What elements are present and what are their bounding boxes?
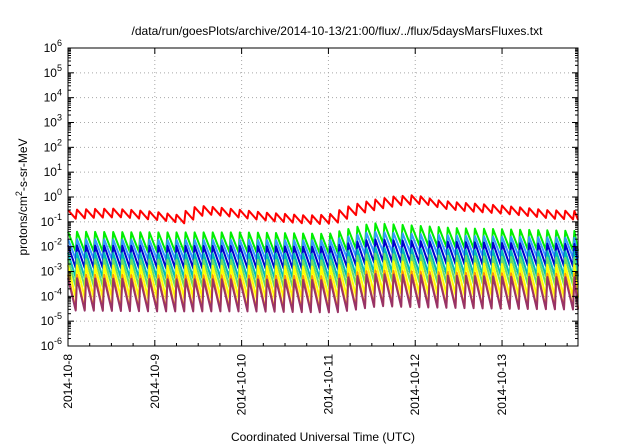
y-axis-label: protons/cm2-s-sr-MeV bbox=[14, 138, 30, 255]
y-tick-base: 10 bbox=[44, 116, 58, 130]
x-tick-label: 2014-10-8 bbox=[61, 354, 75, 409]
y-tick-base: 10 bbox=[41, 314, 55, 328]
y-tick-base: 10 bbox=[44, 41, 58, 55]
series-line-1 bbox=[67, 194, 579, 225]
y-tick-exp: -2 bbox=[54, 237, 62, 247]
y-axis-label-post: -s-sr-MeV bbox=[16, 138, 30, 191]
y-tick-exp: 6 bbox=[57, 38, 62, 48]
y-tick-exp: 4 bbox=[57, 88, 62, 98]
y-tick-label: 102 bbox=[44, 137, 62, 154]
y-tick-exp: -6 bbox=[54, 336, 62, 346]
y-tick-label: 10-6 bbox=[41, 336, 62, 353]
y-tick-exp: 5 bbox=[57, 63, 62, 73]
chart-title: /data/run/goesPlots/archive/2014-10-13/2… bbox=[132, 24, 544, 38]
x-axis-label: Coordinated Universal Time (UTC) bbox=[231, 430, 415, 444]
y-tick-base: 10 bbox=[44, 190, 58, 204]
y-tick-exp: -3 bbox=[54, 262, 62, 272]
y-tick-label: 100 bbox=[44, 187, 62, 204]
y-tick-exp: -5 bbox=[54, 311, 62, 321]
y-tick-base: 10 bbox=[41, 265, 55, 279]
y-tick-label: 10-3 bbox=[41, 262, 62, 279]
y-tick-label: 10-5 bbox=[41, 311, 62, 328]
x-tick-label: 2014-10-10 bbox=[235, 354, 249, 416]
y-axis-label-sup: 2 bbox=[14, 191, 24, 196]
x-tick-label: 2014-10-9 bbox=[148, 354, 162, 409]
y-tick-label: 105 bbox=[44, 63, 62, 80]
y-tick-base: 10 bbox=[41, 289, 55, 303]
y-tick-base: 10 bbox=[44, 66, 58, 80]
series-line-9 bbox=[67, 273, 579, 314]
series-line-5 bbox=[67, 246, 579, 280]
series-layer bbox=[67, 194, 579, 314]
y-tick-base: 10 bbox=[41, 339, 55, 353]
series-line-4 bbox=[67, 238, 579, 271]
y-tick-label: 10-1 bbox=[41, 212, 62, 229]
series-line-7 bbox=[67, 259, 579, 300]
x-tick-label: 2014-10-11 bbox=[321, 354, 335, 415]
y-tick-label: 10-2 bbox=[41, 237, 62, 254]
y-tick-label: 104 bbox=[44, 88, 62, 105]
y-tick-exp: 2 bbox=[57, 137, 62, 147]
y-tick-exp: 0 bbox=[57, 187, 62, 197]
x-tick-label: 2014-10-13 bbox=[495, 354, 509, 416]
y-tick-base: 10 bbox=[41, 215, 55, 229]
y-tick-base: 10 bbox=[44, 91, 58, 105]
y-tick-exp: -4 bbox=[54, 286, 62, 296]
y-tick-label: 101 bbox=[44, 162, 62, 179]
y-tick-exp: 3 bbox=[57, 113, 62, 123]
axes: 10-610-510-410-310-210-11001011021031041… bbox=[41, 38, 578, 415]
y-tick-base: 10 bbox=[41, 240, 55, 254]
y-tick-base: 10 bbox=[44, 165, 58, 179]
y-tick-base: 10 bbox=[44, 140, 58, 154]
y-tick-label: 106 bbox=[44, 38, 62, 55]
series-line-3 bbox=[67, 230, 579, 262]
series-line-2 bbox=[67, 222, 579, 255]
y-tick-label: 103 bbox=[44, 113, 62, 130]
y-tick-exp: -1 bbox=[54, 212, 62, 222]
y-tick-exp: 1 bbox=[57, 162, 62, 172]
x-tick-label: 2014-10-12 bbox=[408, 354, 422, 416]
series-line-6 bbox=[67, 252, 579, 289]
y-tick-label: 10-4 bbox=[41, 286, 62, 303]
y-axis-label-pre: protons/cm bbox=[16, 196, 30, 255]
